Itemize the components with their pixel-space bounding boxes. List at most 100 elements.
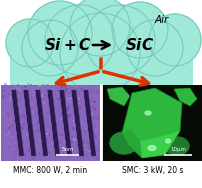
Bar [44,132,46,133]
Bar [50,105,53,107]
Bar [20,123,22,124]
Bar [31,117,32,119]
Bar [80,88,83,90]
Bar [96,126,98,129]
Bar [30,139,32,141]
Bar [53,113,55,115]
Bar [54,129,57,131]
Bar [39,139,40,142]
Bar [34,159,36,160]
Bar [3,86,4,88]
Bar [61,133,64,136]
Bar [2,145,3,147]
Bar [71,95,74,97]
Bar [24,109,27,111]
Bar [22,155,24,157]
Bar [42,149,43,150]
Bar [25,103,27,105]
Bar [40,99,42,102]
Bar [84,101,86,103]
Bar [12,131,13,133]
Bar [82,121,84,123]
Bar [80,100,81,101]
Bar [57,97,59,98]
Bar [14,119,16,121]
Bar [73,138,75,141]
Bar [25,108,27,110]
Bar [51,146,54,148]
Bar [32,94,34,96]
Bar [63,140,64,143]
Bar [34,85,36,86]
Bar [1,98,3,99]
Circle shape [70,0,129,56]
Bar [8,141,11,143]
Bar [56,124,58,125]
Bar [70,110,71,111]
Bar [90,91,93,92]
Bar [45,94,48,96]
Bar [51,126,52,128]
Bar [10,96,12,99]
Bar [54,155,56,156]
Bar [93,108,96,110]
Circle shape [6,19,54,67]
Bar [16,87,17,89]
Bar [2,102,3,104]
Bar [7,117,9,118]
Bar [4,130,5,133]
Bar [15,142,16,144]
Bar [67,154,69,155]
Bar [52,88,53,89]
Bar [18,89,20,91]
Bar [45,136,47,138]
Bar [13,90,15,92]
Bar [66,99,67,101]
Bar [9,106,11,108]
Bar [55,146,57,149]
Bar [54,146,55,148]
Bar [87,137,88,139]
Bar [90,113,93,116]
Bar [76,144,77,146]
Bar [44,151,45,152]
Bar [39,118,42,120]
Bar [88,150,89,152]
Bar [60,132,61,135]
Circle shape [148,14,200,66]
Bar [29,90,30,91]
Text: MMC: 800 W, 2 min: MMC: 800 W, 2 min [13,166,87,175]
Bar [90,155,91,157]
Bar [11,125,13,127]
Bar [65,146,67,149]
Bar [65,138,67,141]
Ellipse shape [147,146,155,151]
Bar [79,131,82,134]
Bar [57,110,60,111]
Bar [54,118,56,119]
Bar [58,142,60,144]
Bar [57,131,59,133]
Bar [68,98,69,100]
Polygon shape [106,87,129,106]
Bar [82,94,84,96]
Bar [98,97,101,99]
Bar [33,152,34,154]
Bar [2,93,4,94]
Bar [36,124,37,126]
Bar [68,114,70,117]
Bar [26,133,28,135]
Bar [41,84,44,85]
Bar [27,130,29,132]
Bar [92,106,93,108]
Bar [74,124,76,126]
Bar [33,155,36,156]
Bar [11,136,13,138]
Bar [98,136,101,138]
Bar [57,132,58,133]
Bar [53,154,56,157]
Bar [88,148,90,150]
Bar [18,88,20,90]
Bar [97,116,99,118]
Bar [49,93,51,94]
